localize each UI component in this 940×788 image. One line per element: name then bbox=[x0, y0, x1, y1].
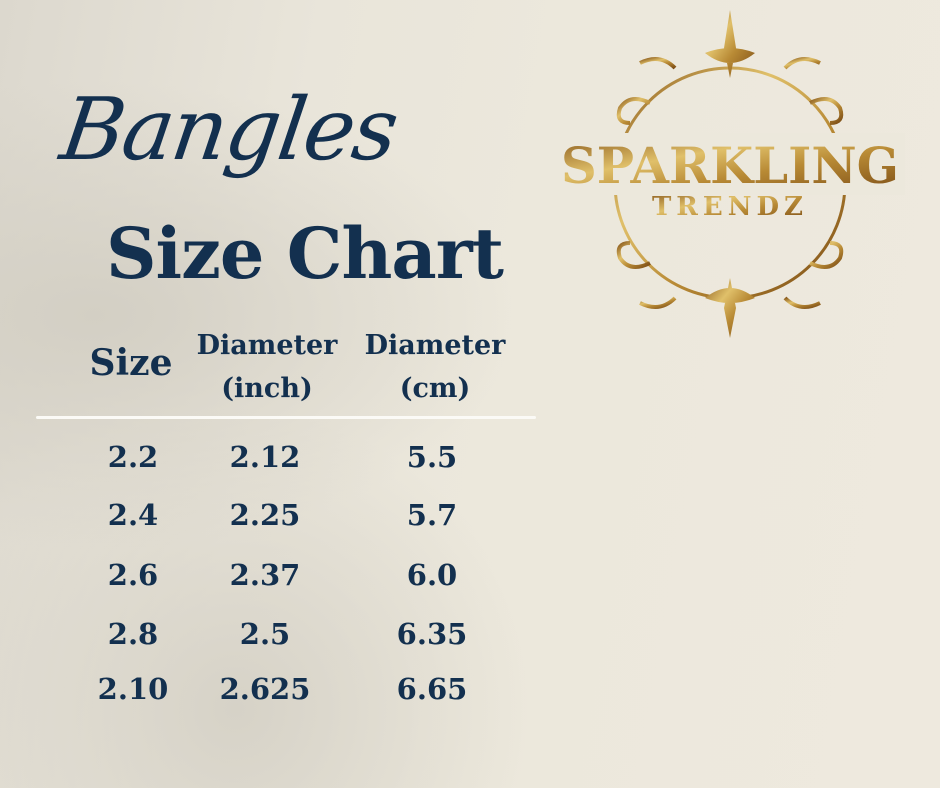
table-cell: 2.5 bbox=[239, 617, 291, 651]
table-cell: 2.25 bbox=[229, 498, 301, 532]
table-cell: 2.10 bbox=[97, 672, 169, 706]
table-cell: 5.7 bbox=[406, 498, 458, 532]
header-diameter-cm: Diameter (cm) bbox=[365, 324, 506, 410]
header-label: Diameter bbox=[196, 330, 338, 361]
logo-sub: TRENDZ bbox=[652, 192, 808, 222]
logo-brand: SPARKLING bbox=[561, 136, 899, 195]
table-cell: 2.8 bbox=[107, 617, 159, 651]
header-label: Diameter bbox=[364, 330, 506, 361]
table-cell: 6.35 bbox=[396, 617, 468, 651]
table-cell: 6.65 bbox=[396, 672, 468, 706]
table-cell: 2.37 bbox=[229, 558, 301, 592]
table-cell: 2.625 bbox=[219, 672, 311, 706]
table-cell: 6.0 bbox=[406, 558, 458, 592]
header-divider bbox=[36, 416, 536, 419]
table-cell: 2.2 bbox=[107, 440, 159, 474]
table-cell: 2.4 bbox=[107, 498, 159, 532]
header-size: Size bbox=[89, 342, 173, 384]
header-unit: (inch) bbox=[221, 373, 313, 404]
header-unit: (cm) bbox=[399, 373, 471, 404]
sparkling-trendz-logo: SPARKLING TRENDZ bbox=[555, 10, 905, 338]
header-diameter-inch: Diameter (inch) bbox=[197, 324, 338, 410]
table-cell: 2.12 bbox=[229, 440, 301, 474]
fleur-top-icon bbox=[705, 10, 755, 78]
table-cell: 2.6 bbox=[107, 558, 159, 592]
fleur-bottom-icon bbox=[705, 278, 755, 338]
page-title: Size Chart bbox=[106, 212, 504, 295]
script-heading: Bangles bbox=[54, 80, 403, 180]
table-cell: 5.5 bbox=[406, 440, 458, 474]
